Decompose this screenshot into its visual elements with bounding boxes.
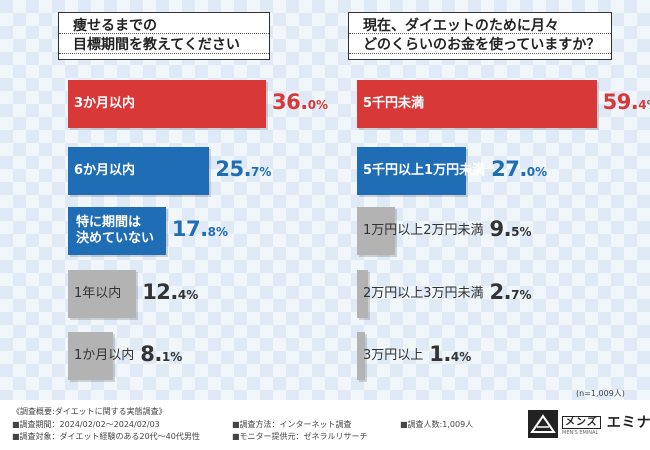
value-label-decimal: 0%	[526, 165, 548, 179]
category-label-line: 1万円以上2万円未満	[363, 223, 484, 238]
value-label: 9.5%	[490, 217, 532, 241]
category-label: 特に期間は 決めていない	[74, 215, 157, 247]
category-label-line: 3万円以上	[363, 348, 424, 363]
category-label-line: 決めていない	[76, 231, 155, 246]
value-label-main: 8.	[140, 342, 162, 366]
value-label-main: 36.	[272, 90, 308, 114]
bar-monthly-spend-3	[357, 207, 396, 255]
footer-survey-target: ■調査対象：ダイエット経験のある20代～40代男性	[12, 432, 200, 441]
logo-name: メンズ エミナル	[562, 412, 650, 432]
value-label-decimal: 7%	[251, 165, 272, 179]
right-chart-title: 現在、ダイエットのために月々 どのくらいのお金を使っていますか？	[348, 12, 612, 60]
value-label-decimal: 4%	[638, 98, 650, 112]
footer-survey-period: ■調査期間：2024/02/02～2024/02/03	[12, 420, 160, 429]
bar-goal-period-2	[68, 147, 210, 195]
right-title-line-1: 現在、ダイエットのために月々	[363, 18, 559, 34]
title-dotted-line	[349, 33, 611, 34]
logo-brand-name: エミナル	[606, 415, 650, 431]
footer-respondents: ■調査人数:1,009人	[400, 420, 474, 429]
value-label-decimal: 5%	[511, 225, 532, 239]
category-label-line: 3か月以内	[74, 96, 136, 111]
value-label-decimal: 4%	[450, 350, 472, 364]
category-label: 1万円以上2万円未満	[363, 223, 484, 239]
bar-goal-period-4	[68, 270, 137, 318]
value-label: 36.0%	[272, 90, 328, 114]
value-label: 25.7%	[215, 157, 271, 181]
value-label-main: 9.	[489, 217, 512, 241]
title-dotted-line	[349, 53, 611, 54]
category-label: 1年以内	[74, 286, 121, 302]
bar-monthly-spend-4	[357, 270, 368, 318]
category-label: 1か月以内	[74, 348, 134, 364]
bar-goal-period-5	[68, 332, 113, 380]
category-label: 3万円以上	[363, 348, 423, 364]
value-label-decimal: 1%	[161, 350, 183, 364]
left-title-line-2: 目標期間を教えてください	[73, 37, 240, 53]
category-label: 5千円以上1万円未満	[363, 163, 485, 179]
category-label-line: 1年以内	[74, 286, 122, 301]
value-label-main: 1.	[429, 342, 451, 366]
title-dotted-line	[59, 33, 269, 34]
value-label-main: 25.	[215, 157, 252, 181]
right-title-line-2: どのくらいのお金を使っていますか？	[363, 37, 601, 53]
bar-goal-period-1	[68, 80, 266, 128]
category-label-line: 特に期間は	[76, 215, 142, 230]
value-label-main: 2.	[489, 280, 512, 304]
left-title-line-1: 痩せるまでの	[73, 18, 157, 34]
footer-heading: 《調査概要:ダイエットに関する実態調査》	[12, 407, 167, 416]
value-label: 27.0%	[491, 157, 547, 181]
footer-monitor-provider: ■モニター提供元：ゼネラルリサーチ	[232, 432, 368, 441]
title-dotted-line	[59, 53, 269, 54]
category-label-line: 5千円以上1万円未満	[363, 163, 486, 178]
category-label-line: 1か月以内	[74, 348, 135, 363]
category-label: 5千円未満	[363, 96, 424, 112]
sample-size-note: (n=1,009人)	[576, 389, 625, 398]
value-label: 8.1%	[140, 342, 182, 366]
value-label-decimal: 7%	[511, 288, 532, 302]
category-label-line: 5千円未満	[363, 96, 425, 111]
bar-monthly-spend-1	[357, 80, 597, 128]
value-label-main: 12.	[142, 280, 178, 304]
value-label: 17.8%	[172, 217, 228, 241]
value-label-main: 59.	[602, 90, 639, 114]
logo-mark	[528, 410, 558, 438]
left-chart-title: 痩せるまでの 目標期間を教えてください	[58, 12, 270, 60]
bar-monthly-spend-2	[357, 147, 466, 195]
value-label-decimal: 8%	[207, 225, 228, 239]
category-label: 6か月以内	[74, 163, 135, 179]
value-label: 59.4%	[603, 90, 650, 114]
value-label: 2.7%	[490, 280, 532, 304]
value-label-decimal: 4%	[177, 288, 199, 302]
logo-subtitle: MEN'S EMINAL	[562, 430, 599, 436]
category-label-line: 2万円以上3万円未満	[363, 286, 484, 301]
footer-survey-method: ■調査方法：インターネット調査	[232, 420, 352, 429]
category-label-line: 6か月以内	[74, 163, 136, 178]
logo-emblem	[530, 414, 556, 433]
value-label-decimal: 0%	[307, 98, 329, 112]
value-label-main: 17.	[171, 217, 208, 241]
bar-monthly-spend-5	[357, 332, 365, 380]
category-label: 2万円以上3万円未満	[363, 286, 484, 302]
value-label: 12.4%	[142, 280, 198, 304]
category-label: 3か月以内	[74, 96, 135, 112]
logo-box-text: メンズ	[562, 416, 601, 429]
value-label: 1.4%	[429, 342, 471, 366]
value-label-main: 27.	[491, 157, 527, 181]
brand-logo: メンズ エミナル MEN'S EMINAL	[528, 410, 650, 438]
